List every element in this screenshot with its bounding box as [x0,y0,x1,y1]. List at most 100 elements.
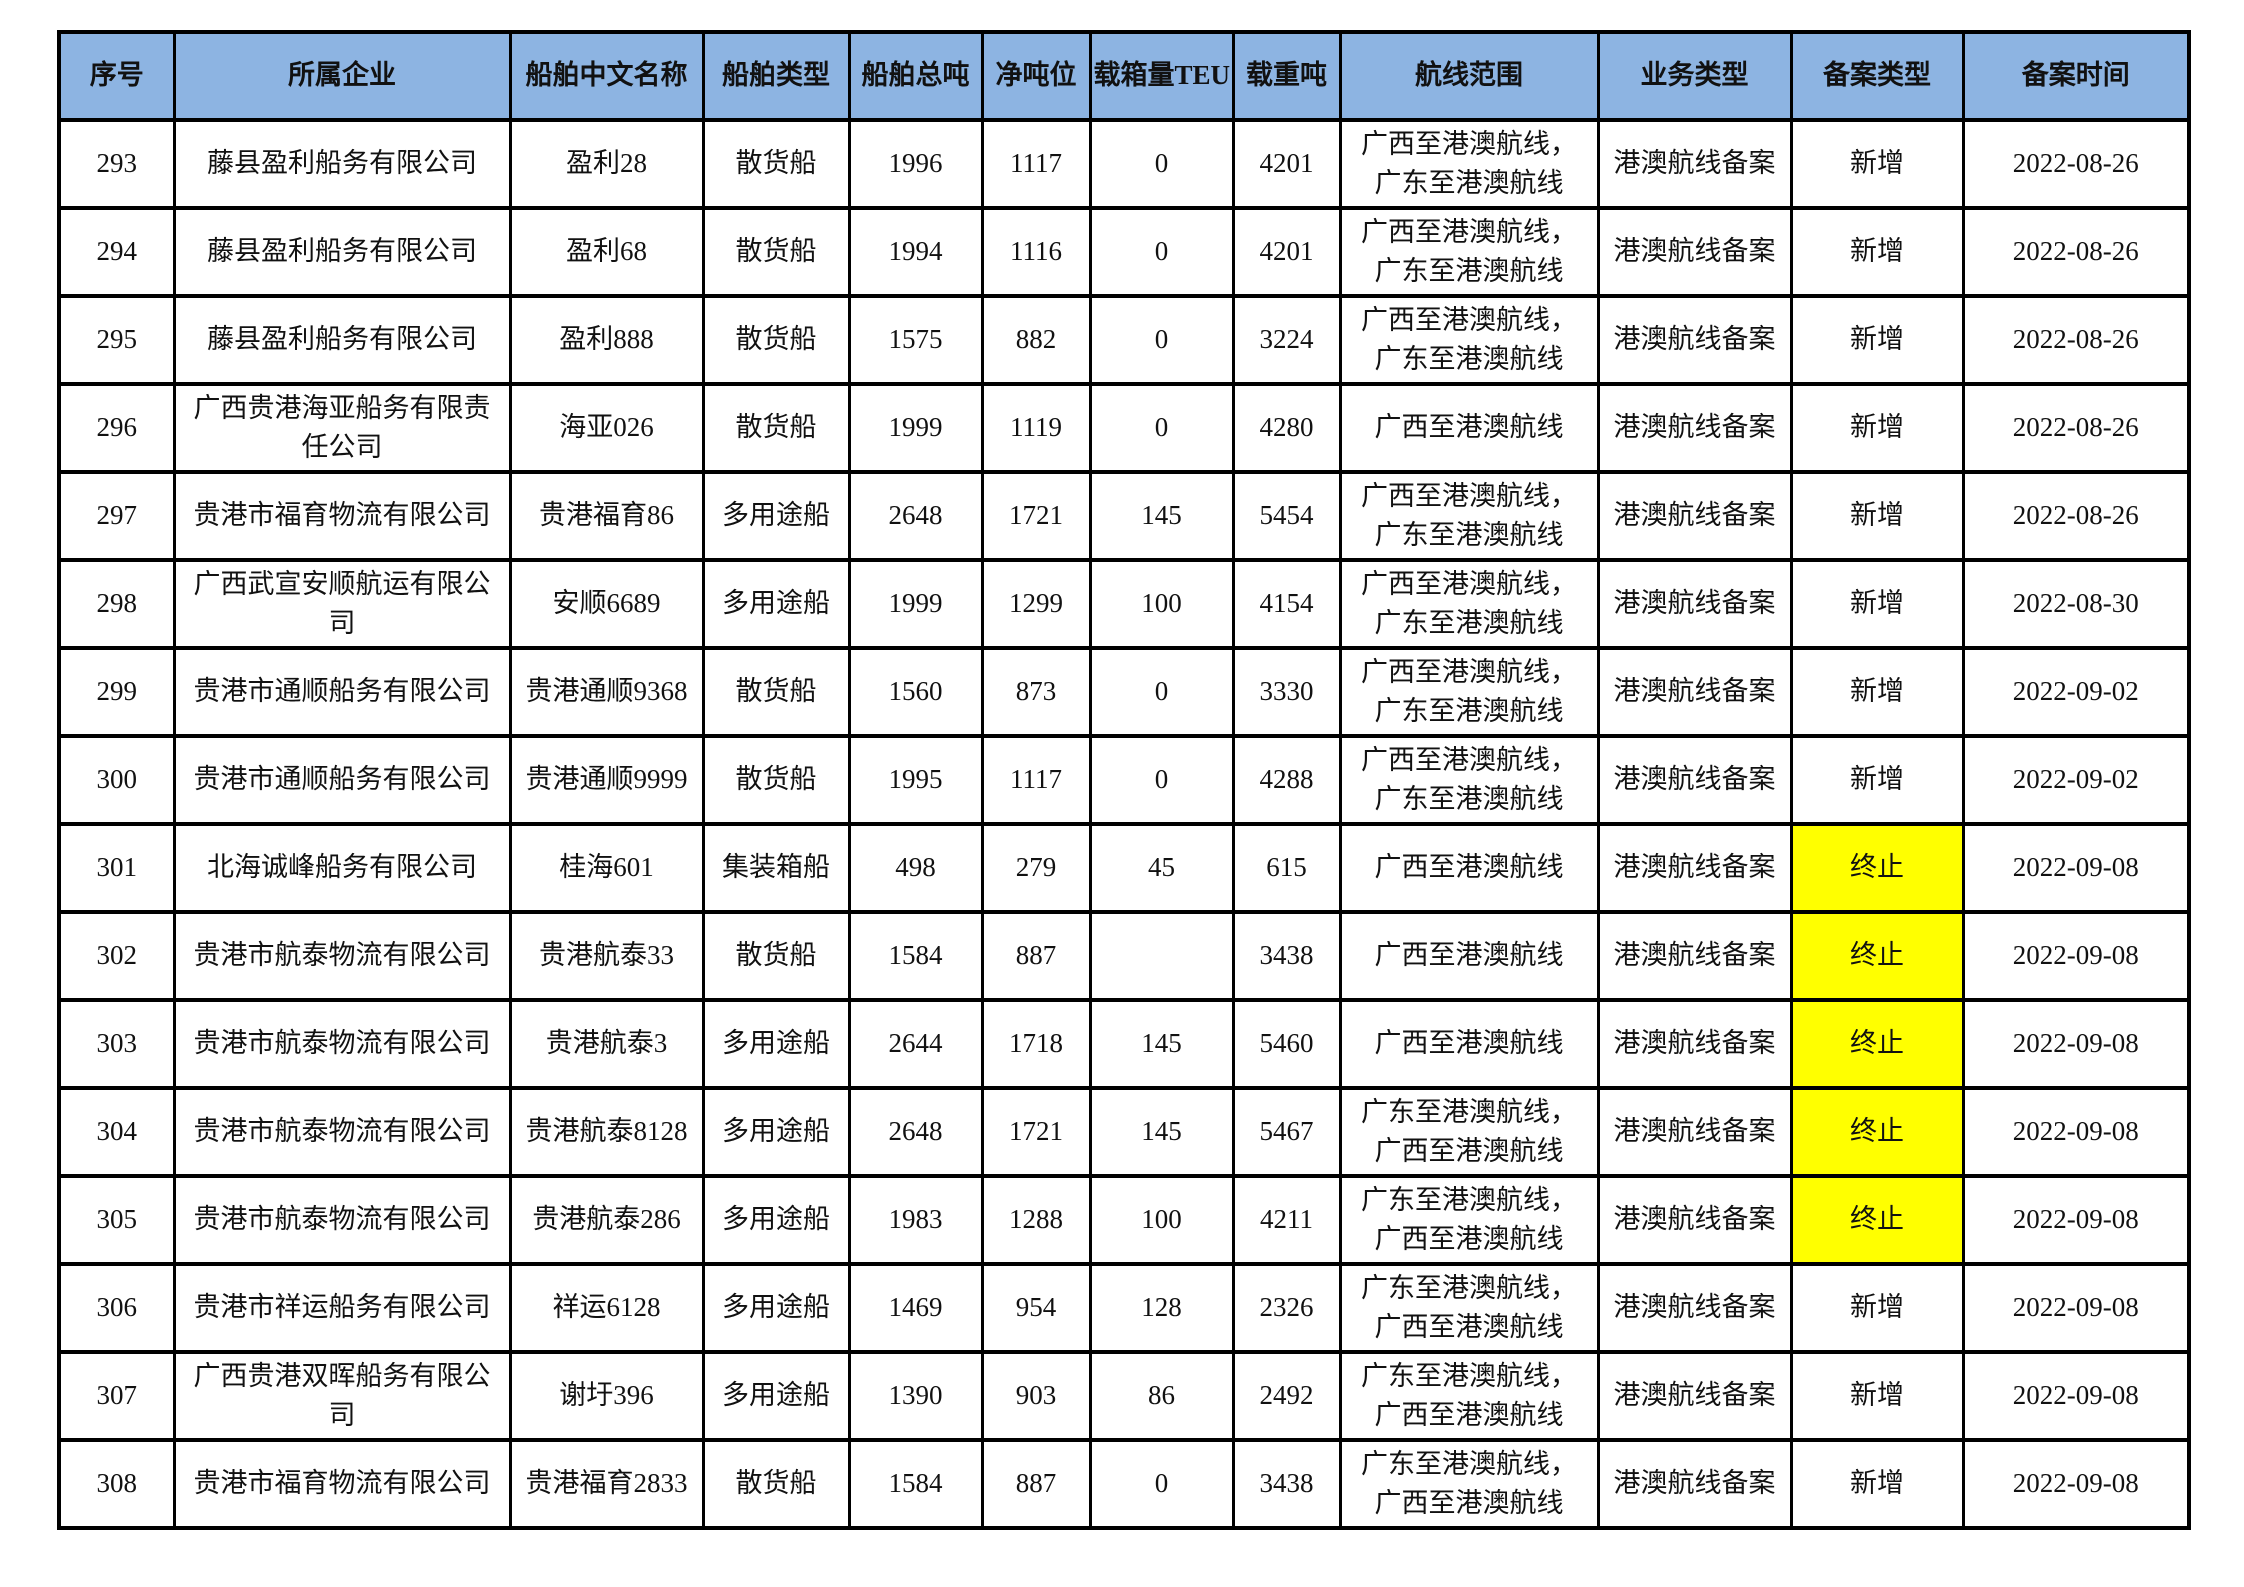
cell-ship-type: 散货船 [701,1438,851,1530]
cell-ship-type: 集装箱船 [701,822,851,914]
cell-business-type: 港澳航线备案 [1596,1262,1793,1354]
cell-route: 广东至港澳航线， 广西至港澳航线 [1338,1174,1600,1266]
cell-filing-type: 新增 [1789,1262,1965,1354]
column-header-seq: 序号 [57,30,176,122]
cell-company: 北海诚峰船务有限公司 [172,822,512,914]
cell-ship-name: 桂海601 [508,822,705,914]
cell-seq: 293 [57,118,176,210]
table-row: 296 广西贵港海亚船务有限责 任公司 海亚026 散货船 1999 1119 0 4280 广… [57,382,2191,474]
cell-company: 广西贵港海亚船务有限责 任公司 [172,382,512,474]
cell-ship-name: 海亚026 [508,382,705,474]
cell-ship-type: 多用途船 [701,470,851,562]
cell-filing-type: 新增 [1789,1438,1965,1530]
table-body: 293 藤县盈利船务有限公司 盈利28 散货船 1996 1117 0 4201 广西至港澳航线… [57,118,2191,1530]
cell-ship-type: 多用途船 [701,1350,851,1442]
column-header-company: 所属企业 [172,30,512,122]
cell-net-tonnage: 1116 [980,206,1092,298]
cell-filing-type: 终止 [1789,1086,1965,1178]
cell-gross-tonnage: 1983 [847,1174,984,1266]
cell-gross-tonnage: 1994 [847,206,984,298]
cell-teu: 145 [1088,1086,1235,1178]
cell-dwt: 4201 [1231,206,1342,298]
cell-company: 广西贵港双晖船务有限公 司 [172,1350,512,1442]
cell-gross-tonnage: 1995 [847,734,984,826]
table-row: 305 贵港市航泰物流有限公司 贵港航泰286 多用途船 1983 1288 100 4211… [57,1174,2191,1266]
cell-teu: 128 [1088,1262,1235,1354]
cell-seq: 301 [57,822,176,914]
cell-teu: 0 [1088,734,1235,826]
cell-business-type: 港澳航线备案 [1596,998,1793,1090]
cell-gross-tonnage: 498 [847,822,984,914]
cell-business-type: 港澳航线备案 [1596,1086,1793,1178]
cell-company: 贵港市通顺船务有限公司 [172,734,512,826]
cell-dwt: 3438 [1231,910,1342,1002]
cell-route: 广西至港澳航线 [1338,998,1600,1090]
cell-dwt: 3330 [1231,646,1342,738]
cell-business-type: 港澳航线备案 [1596,734,1793,826]
cell-company: 藤县盈利船务有限公司 [172,206,512,298]
cell-dwt: 5454 [1231,470,1342,562]
table-row: 308 贵港市福育物流有限公司 贵港福育2833 散货船 1584 887 0 3438 广东至… [57,1438,2191,1530]
cell-filing-date: 2022-09-08 [1961,822,2191,914]
table-row: 293 藤县盈利船务有限公司 盈利28 散货船 1996 1117 0 4201 广西至港澳航线… [57,118,2191,210]
cell-ship-type: 多用途船 [701,1174,851,1266]
cell-business-type: 港澳航线备案 [1596,118,1793,210]
cell-teu: 0 [1088,118,1235,210]
cell-seq: 300 [57,734,176,826]
table-row: 302 贵港市航泰物流有限公司 贵港航泰33 散货船 1584 887 3438 广西至港澳航… [57,910,2191,1002]
cell-seq: 297 [57,470,176,562]
cell-gross-tonnage: 1584 [847,1438,984,1530]
cell-ship-type: 散货船 [701,646,851,738]
cell-gross-tonnage: 1560 [847,646,984,738]
cell-filing-date: 2022-09-02 [1961,646,2191,738]
cell-seq: 295 [57,294,176,386]
cell-ship-type: 散货船 [701,206,851,298]
table-row: 303 贵港市航泰物流有限公司 贵港航泰3 多用途船 2644 1718 145 5460 广西… [57,998,2191,1090]
cell-route: 广西至港澳航线 [1338,822,1600,914]
header-row: 序号 所属企业 船舶中文名称 船舶类型 船舶总吨 净吨位 载箱量TEU 载重吨 … [57,30,2191,122]
cell-ship-type: 多用途船 [701,1262,851,1354]
cell-business-type: 港澳航线备案 [1596,294,1793,386]
cell-filing-date: 2022-08-30 [1961,558,2191,650]
cell-business-type: 港澳航线备案 [1596,822,1793,914]
cell-net-tonnage: 1299 [980,558,1092,650]
cell-seq: 299 [57,646,176,738]
cell-ship-name: 贵港福育2833 [508,1438,705,1530]
table-header: 序号 所属企业 船舶中文名称 船舶类型 船舶总吨 净吨位 载箱量TEU 载重吨 … [57,30,2191,122]
cell-filing-date: 2022-08-26 [1961,118,2191,210]
column-header-dwt: 载重吨 [1231,30,1342,122]
cell-seq: 303 [57,998,176,1090]
table-row: 300 贵港市通顺船务有限公司 贵港通顺9999 散货船 1995 1117 0 4288 广西… [57,734,2191,826]
cell-route: 广西至港澳航线， 广东至港澳航线 [1338,558,1600,650]
cell-company: 藤县盈利船务有限公司 [172,118,512,210]
cell-business-type: 港澳航线备案 [1596,1174,1793,1266]
cell-teu: 0 [1088,1438,1235,1530]
cell-net-tonnage: 873 [980,646,1092,738]
cell-route: 广东至港澳航线， 广西至港澳航线 [1338,1350,1600,1442]
cell-filing-type: 终止 [1789,822,1965,914]
cell-filing-type: 新增 [1789,734,1965,826]
cell-business-type: 港澳航线备案 [1596,1438,1793,1530]
cell-gross-tonnage: 1390 [847,1350,984,1442]
cell-seq: 302 [57,910,176,1002]
cell-teu: 145 [1088,470,1235,562]
cell-gross-tonnage: 1996 [847,118,984,210]
cell-route: 广西至港澳航线， 广东至港澳航线 [1338,206,1600,298]
cell-business-type: 港澳航线备案 [1596,470,1793,562]
cell-ship-name: 谢圩396 [508,1350,705,1442]
table-row: 304 贵港市航泰物流有限公司 贵港航泰8128 多用途船 2648 1721 145 546… [57,1086,2191,1178]
cell-company: 贵港市航泰物流有限公司 [172,998,512,1090]
cell-business-type: 港澳航线备案 [1596,1350,1793,1442]
cell-net-tonnage: 279 [980,822,1092,914]
cell-net-tonnage: 1721 [980,470,1092,562]
cell-dwt: 5460 [1231,998,1342,1090]
cell-teu: 100 [1088,558,1235,650]
cell-ship-name: 祥运6128 [508,1262,705,1354]
cell-route: 广西至港澳航线， 广东至港澳航线 [1338,118,1600,210]
cell-filing-type: 新增 [1789,118,1965,210]
cell-gross-tonnage: 1999 [847,558,984,650]
cell-filing-type: 新增 [1789,646,1965,738]
cell-net-tonnage: 1119 [980,382,1092,474]
column-header-ship-name: 船舶中文名称 [508,30,705,122]
cell-filing-date: 2022-09-08 [1961,1350,2191,1442]
